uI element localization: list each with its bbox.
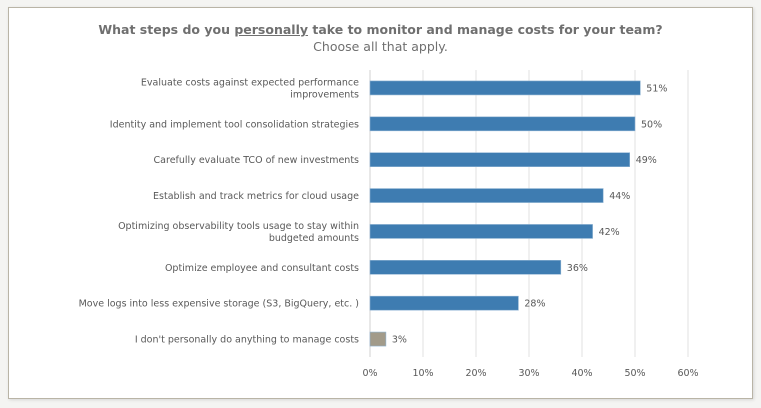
- value-label: 51%: [646, 83, 667, 94]
- chart-subtitle: Choose all that apply.: [313, 39, 448, 54]
- category-label: Evaluate costs against expected performa…: [141, 77, 359, 88]
- category-label: improvements: [290, 89, 359, 100]
- chart-title: What steps do you personally take to mon…: [98, 22, 663, 37]
- category-labels: Evaluate costs against expected performa…: [79, 77, 360, 345]
- x-tick-label: 10%: [412, 368, 433, 379]
- value-label: 50%: [641, 119, 662, 130]
- x-tick-label: 30%: [518, 368, 539, 379]
- x-tick-label: 50%: [624, 368, 645, 379]
- x-axis-ticks: 0% 10% 20% 30% 40% 50% 60%: [362, 368, 698, 379]
- category-label: I don't personally do anything to manage…: [135, 335, 359, 346]
- x-tick-label: 20%: [465, 368, 486, 379]
- x-tick-label: 0%: [362, 368, 377, 379]
- bar: [369, 331, 387, 347]
- value-label: 36%: [567, 263, 588, 274]
- bar: [369, 295, 519, 311]
- category-label: Establish and track metrics for cloud us…: [153, 191, 359, 202]
- x-tick-label: 40%: [571, 368, 592, 379]
- bars: [369, 80, 641, 347]
- category-label: Carefully evaluate TCO of new investment…: [154, 155, 359, 166]
- value-labels: 51% 50% 49% 44% 42% 36% 28% 3%: [392, 83, 668, 345]
- value-label: 44%: [609, 191, 630, 202]
- category-label: budgeted amounts: [269, 233, 359, 244]
- value-label: 49%: [636, 155, 657, 166]
- bar: [369, 152, 631, 167]
- value-label: 28%: [524, 299, 545, 310]
- bar: [369, 188, 604, 203]
- x-tick-label: 60%: [677, 368, 698, 379]
- bar: [369, 116, 636, 132]
- category-label: Identity and implement tool consolidatio…: [110, 119, 359, 130]
- bar: [369, 80, 641, 96]
- category-label: Move logs into less expensive storage (S…: [79, 299, 359, 310]
- category-label: Optimizing observability tools usage to …: [118, 221, 359, 232]
- gridlines: [369, 70, 689, 357]
- value-label: 3%: [392, 335, 407, 346]
- bar: [369, 260, 562, 275]
- category-label: Optimize employee and consultant costs: [165, 263, 359, 274]
- value-label: 42%: [599, 227, 620, 238]
- bar: [369, 224, 593, 239]
